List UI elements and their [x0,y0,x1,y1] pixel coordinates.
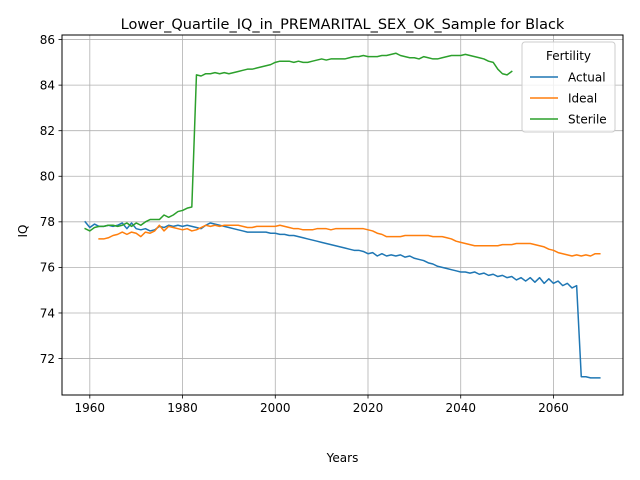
series-line-actual [84,220,601,379]
y-tick-label: 86 [40,33,55,47]
legend-label-ideal: Ideal [568,91,597,105]
x-tick-label: 2020 [353,401,384,415]
chart-title: Lower_Quartile_IQ_in_PREMARITAL_SEX_OK_S… [121,17,565,33]
x-tick-label: 1960 [75,401,106,415]
y-tick-label: 74 [40,306,55,320]
y-axis-label: IQ [16,225,30,238]
legend-box [521,41,616,133]
series-line-sterile [84,52,513,232]
y-tick-label: 84 [40,78,55,92]
legend-title: Fertility [546,49,591,63]
axis-ticks: 1960 1980 2000 2020 2040 2060 72 74 76 78 80 82 84 86 [40,33,569,415]
y-tick-label: 72 [40,352,55,366]
legend: Fertility Actual Ideal Sterile [521,41,616,133]
series-lines [84,52,601,379]
grid [62,35,623,395]
x-tick-label: 2000 [260,401,291,415]
y-tick-label: 78 [40,215,55,229]
y-tick-label: 82 [40,124,55,138]
x-tick-label: 2040 [445,401,476,415]
y-tick-label: 76 [40,261,55,275]
series-line-ideal [98,224,601,257]
y-tick-label: 80 [40,170,55,184]
x-tick-label: 2060 [538,401,569,415]
legend-label-sterile: Sterile [568,112,607,126]
x-axis-label: Years [326,451,359,465]
plot-frame [61,34,624,396]
legend-label-actual: Actual [568,70,606,84]
x-tick-label: 1980 [167,401,198,415]
